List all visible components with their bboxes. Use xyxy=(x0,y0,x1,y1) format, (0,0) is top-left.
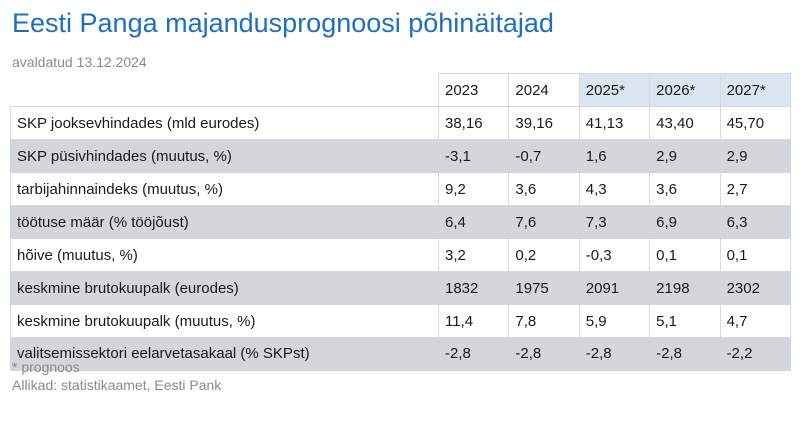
table-row: SKP püsivhindades (muutus, %) -3,1 -0,7 … xyxy=(10,139,791,173)
table-cell: 0,2 xyxy=(508,238,580,272)
header-corner xyxy=(10,73,439,107)
table-row: keskmine brutokuupalk (muutus, %) 11,4 7… xyxy=(10,304,791,338)
table-cell: 2302 xyxy=(719,271,791,305)
table-row: valitsemissektori eelarvetasakaal (% SKP… xyxy=(10,337,791,371)
table-cell: 7,8 xyxy=(508,304,580,338)
table-cell: 2,9 xyxy=(719,139,791,173)
table-cell: 11,4 xyxy=(437,304,510,338)
column-header-forecast: 2025* xyxy=(578,73,651,107)
table-cell: 6,9 xyxy=(649,205,721,239)
row-label: SKP püsivhindades (muutus, %) xyxy=(10,139,439,173)
table-cell: 3,6 xyxy=(649,172,721,206)
row-label: SKP jooksevhindades (mld eurodes) xyxy=(10,106,439,140)
row-label: keskmine brutokuupalk (eurodes) xyxy=(10,271,439,305)
table-cell: 39,16 xyxy=(508,106,580,140)
row-label: keskmine brutokuupalk (muutus, %) xyxy=(10,304,439,338)
table-cell: -2,2 xyxy=(719,337,791,371)
table-row: tarbijahinnaindeks (muutus, %) 9,2 3,6 4… xyxy=(10,172,791,206)
table-cell: 1832 xyxy=(437,271,510,305)
column-header-forecast: 2026* xyxy=(649,73,721,107)
table-row: töötuse määr (% tööjõust) 6,4 7,6 7,3 6,… xyxy=(10,205,791,239)
table-cell: -2,8 xyxy=(649,337,721,371)
row-label: valitsemissektori eelarvetasakaal (% SKP… xyxy=(10,337,439,371)
table-cell: 3,6 xyxy=(508,172,580,206)
table-cell: 1,6 xyxy=(578,139,651,173)
table-cell: 6,4 xyxy=(437,205,510,239)
forecast-table: 2023 2024 2025* 2026* 2027* SKP jooksevh… xyxy=(10,73,791,371)
forecast-footnote: * prognoos xyxy=(12,359,80,375)
table-cell: 7,3 xyxy=(578,205,651,239)
table-cell: 7,6 xyxy=(508,205,580,239)
table-cell: 4,7 xyxy=(719,304,791,338)
table-cell: -2,8 xyxy=(578,337,651,371)
table-cell: -0,3 xyxy=(578,238,651,272)
table-row: SKP jooksevhindades (mld eurodes) 38,16 … xyxy=(10,106,791,140)
table-cell: 2091 xyxy=(578,271,651,305)
row-label: tarbijahinnaindeks (muutus, %) xyxy=(10,172,439,206)
table-cell: 2198 xyxy=(649,271,721,305)
table-cell: -0,7 xyxy=(508,139,580,173)
table-header-row: 2023 2024 2025* 2026* 2027* xyxy=(10,73,791,107)
table-cell: 1975 xyxy=(508,271,580,305)
table-cell: -3,1 xyxy=(437,139,510,173)
sources-footnote: Allikad: statistikaamet, Eesti Pank xyxy=(12,377,222,393)
table-cell: 0,1 xyxy=(649,238,721,272)
table-cell: 38,16 xyxy=(437,106,510,140)
row-label: hõive (muutus, %) xyxy=(10,238,439,272)
table-cell: -2,8 xyxy=(508,337,580,371)
table-cell: -2,8 xyxy=(437,337,510,371)
row-label: töötuse määr (% tööjõust) xyxy=(10,205,439,239)
table-cell: 4,3 xyxy=(578,172,651,206)
column-header: 2024 xyxy=(508,73,580,107)
table-cell: 5,1 xyxy=(649,304,721,338)
chart-subtitle: avaldatud 13.12.2024 xyxy=(12,54,147,70)
table-row: keskmine brutokuupalk (eurodes) 1832 197… xyxy=(10,271,791,305)
table-cell: 3,2 xyxy=(437,238,510,272)
table-cell: 0,1 xyxy=(719,238,791,272)
table-cell: 6,3 xyxy=(719,205,791,239)
table-row: hõive (muutus, %) 3,2 0,2 -0,3 0,1 0,1 xyxy=(10,238,791,272)
table-cell: 2,7 xyxy=(719,172,791,206)
table-cell: 43,40 xyxy=(649,106,721,140)
column-header-forecast: 2027* xyxy=(719,73,791,107)
table-cell: 9,2 xyxy=(437,172,510,206)
table-cell: 41,13 xyxy=(578,106,651,140)
column-header: 2023 xyxy=(437,73,510,107)
table-cell: 45,70 xyxy=(719,106,791,140)
table-cell: 5,9 xyxy=(578,304,651,338)
chart-title: Eesti Panga majandusprognoosi põhinäitaj… xyxy=(12,8,554,38)
table-cell: 2,9 xyxy=(649,139,721,173)
